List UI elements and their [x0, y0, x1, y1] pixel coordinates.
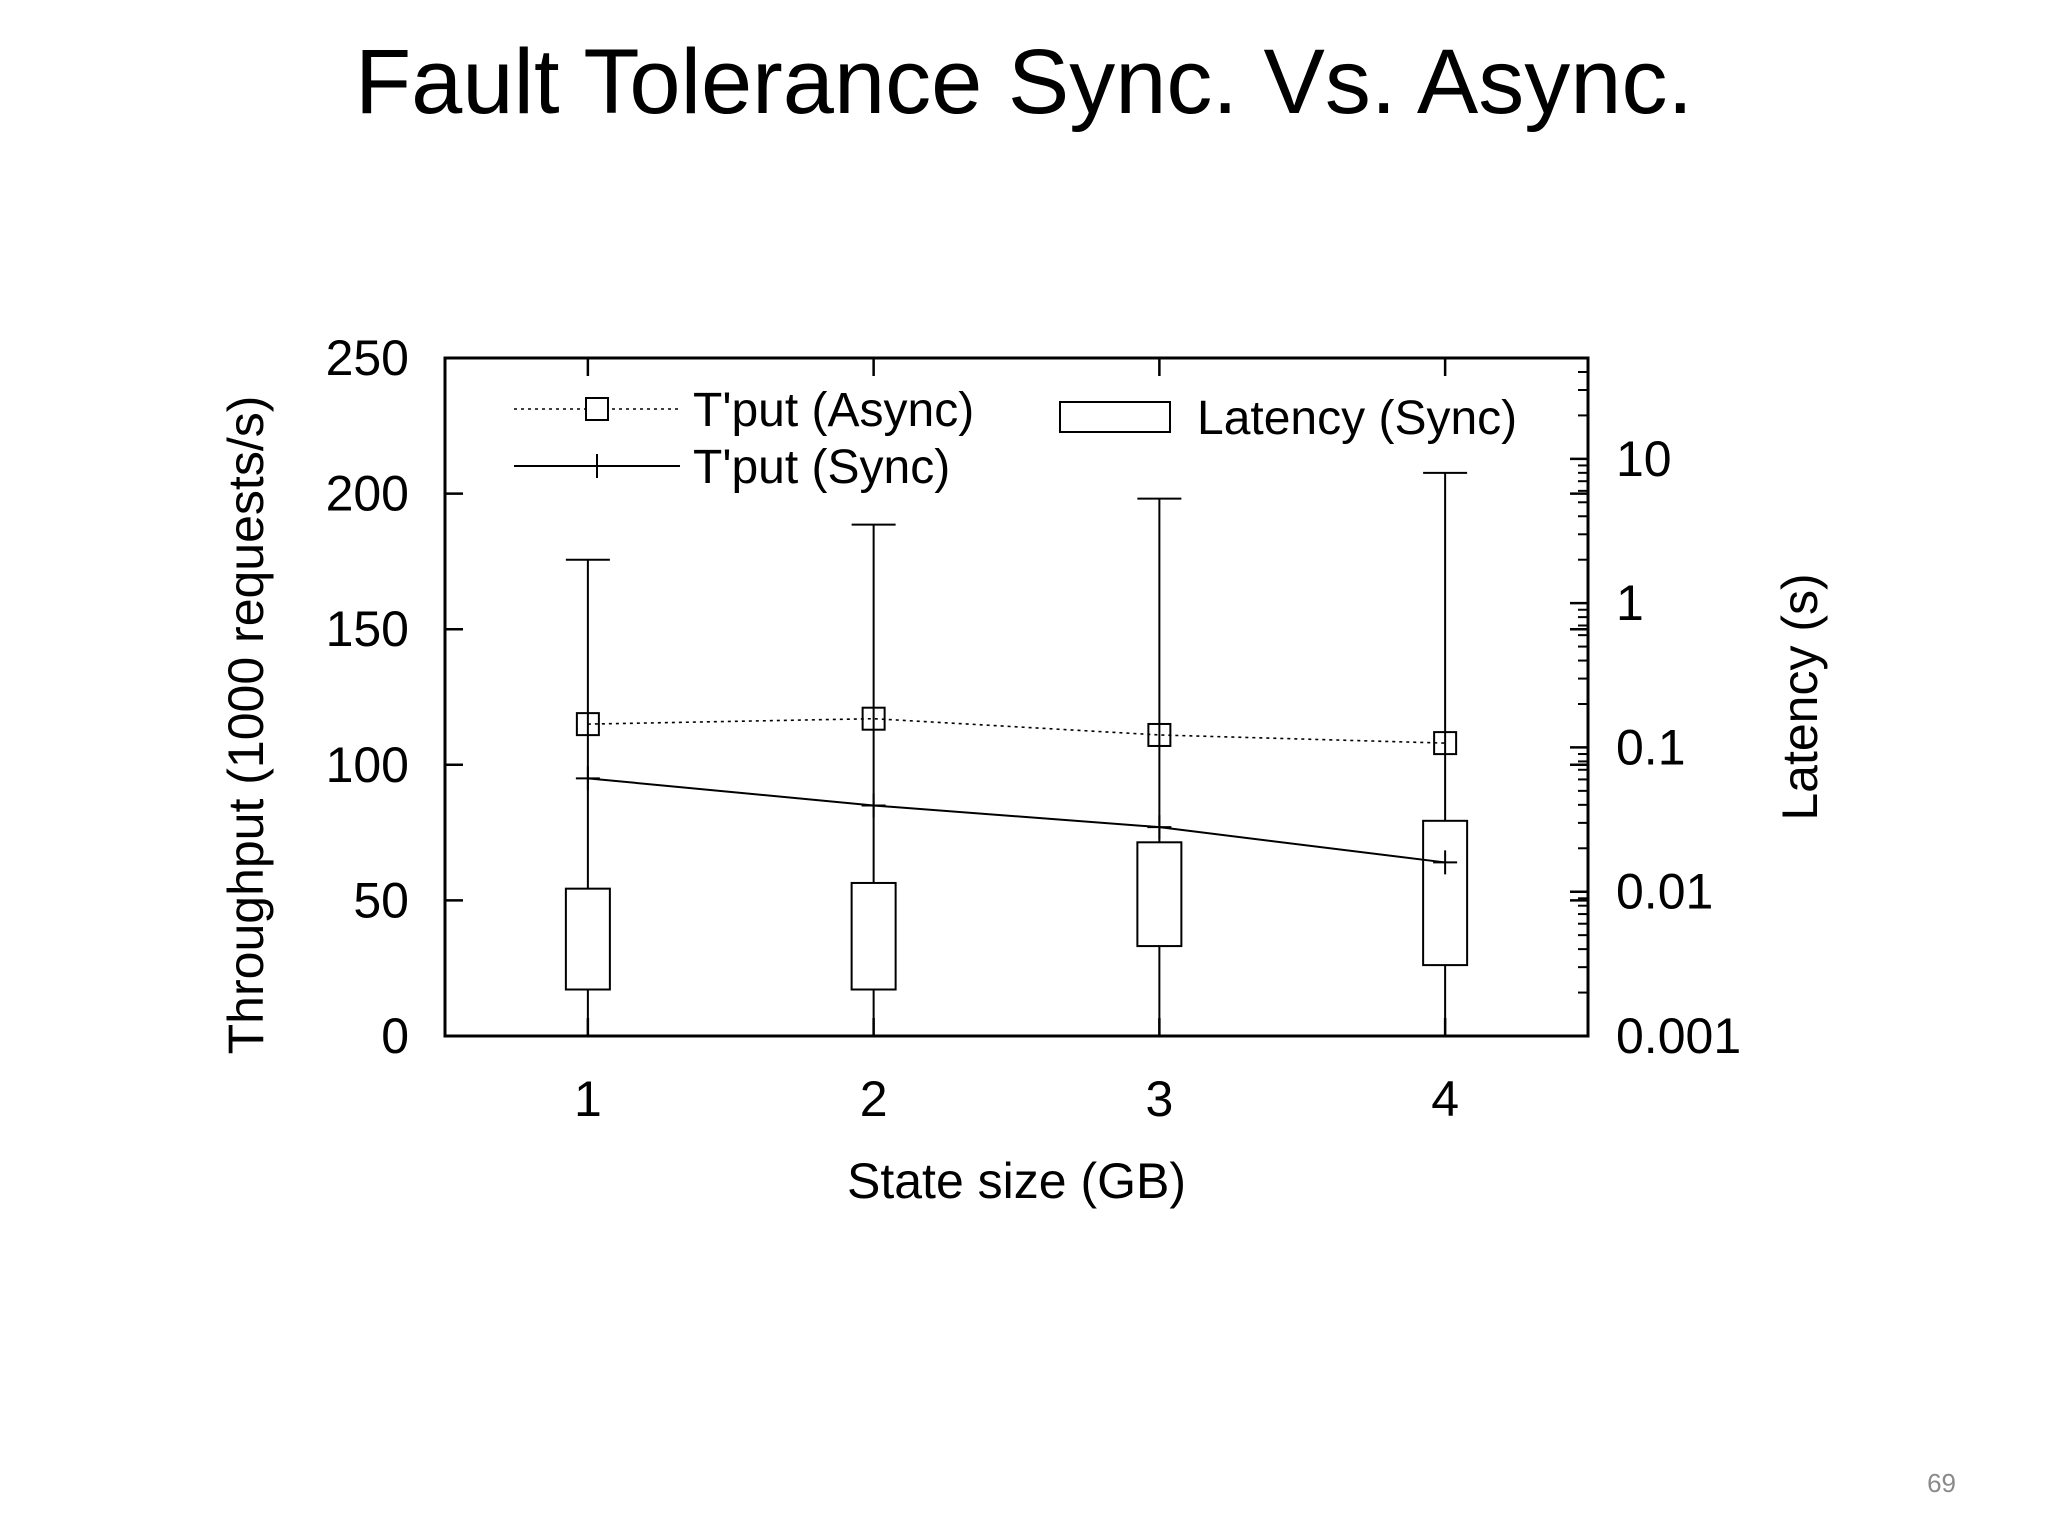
sync-point-plus — [861, 793, 886, 818]
sync-point-plus — [575, 766, 600, 791]
plot-frame — [443, 356, 1590, 1038]
throughput-series — [575, 706, 1458, 875]
y-tick-label: 150 — [326, 601, 409, 657]
y-tick-label: 100 — [326, 737, 409, 793]
latency-box — [1422, 819, 1469, 967]
sync-point-plus — [1147, 815, 1172, 840]
y-tick-label: 250 — [326, 330, 409, 386]
legend-async-marker — [585, 397, 609, 421]
async-point-square — [861, 706, 886, 731]
latency-box — [564, 887, 611, 991]
sync-point-plus — [1433, 850, 1458, 875]
async-point-square — [1433, 731, 1458, 756]
axes: 0 50 100 150 200 250 1 2 3 4 0.001 0.01 0.1 1 10 — [326, 330, 1742, 1127]
async-throughput-line — [587, 717, 1446, 744]
x-tick-label: 2 — [860, 1071, 888, 1127]
latency-box — [1136, 841, 1183, 948]
y2-axis-label: Latency (s) — [1772, 573, 1828, 820]
legend-latency-box — [1059, 401, 1171, 433]
y2-tick-label: 0.01 — [1616, 864, 1713, 920]
y-tick-label: 0 — [381, 1008, 409, 1064]
y-tick-label: 200 — [326, 466, 409, 522]
y-tick-label: 50 — [353, 872, 409, 928]
legend-latency-label: Latency (Sync) — [1197, 392, 1517, 445]
latency-box — [850, 881, 897, 991]
y2-tick-label: 0.001 — [1616, 1008, 1741, 1064]
legend-async-label: T'put (Async) — [693, 384, 974, 437]
page-number: 69 — [1927, 1468, 1956, 1498]
legend: T'put (Async)T'put (Sync) Latency (Sync) — [514, 384, 1517, 494]
x-tick-label: 4 — [1431, 1071, 1459, 1127]
x-tick-label: 3 — [1145, 1071, 1173, 1127]
x-axis-label: State size (GB) — [847, 1153, 1186, 1209]
slide-title: Fault Tolerance Sync. Vs. Async. — [354, 31, 1694, 133]
async-point-square — [1147, 722, 1172, 747]
x-tick-label: 1 — [574, 1071, 602, 1127]
y-axis-label: Throughput (1000 requests/s) — [218, 396, 274, 1055]
y2-tick-label: 10 — [1616, 431, 1672, 487]
y2-tick-label: 0.1 — [1616, 719, 1686, 775]
sync-throughput-line — [587, 777, 1446, 864]
async-point-square — [575, 712, 600, 737]
y2-tick-label: 1 — [1616, 575, 1644, 631]
legend-sync-label: T'put (Sync) — [693, 441, 950, 494]
latency-boxplots — [564, 471, 1469, 1036]
